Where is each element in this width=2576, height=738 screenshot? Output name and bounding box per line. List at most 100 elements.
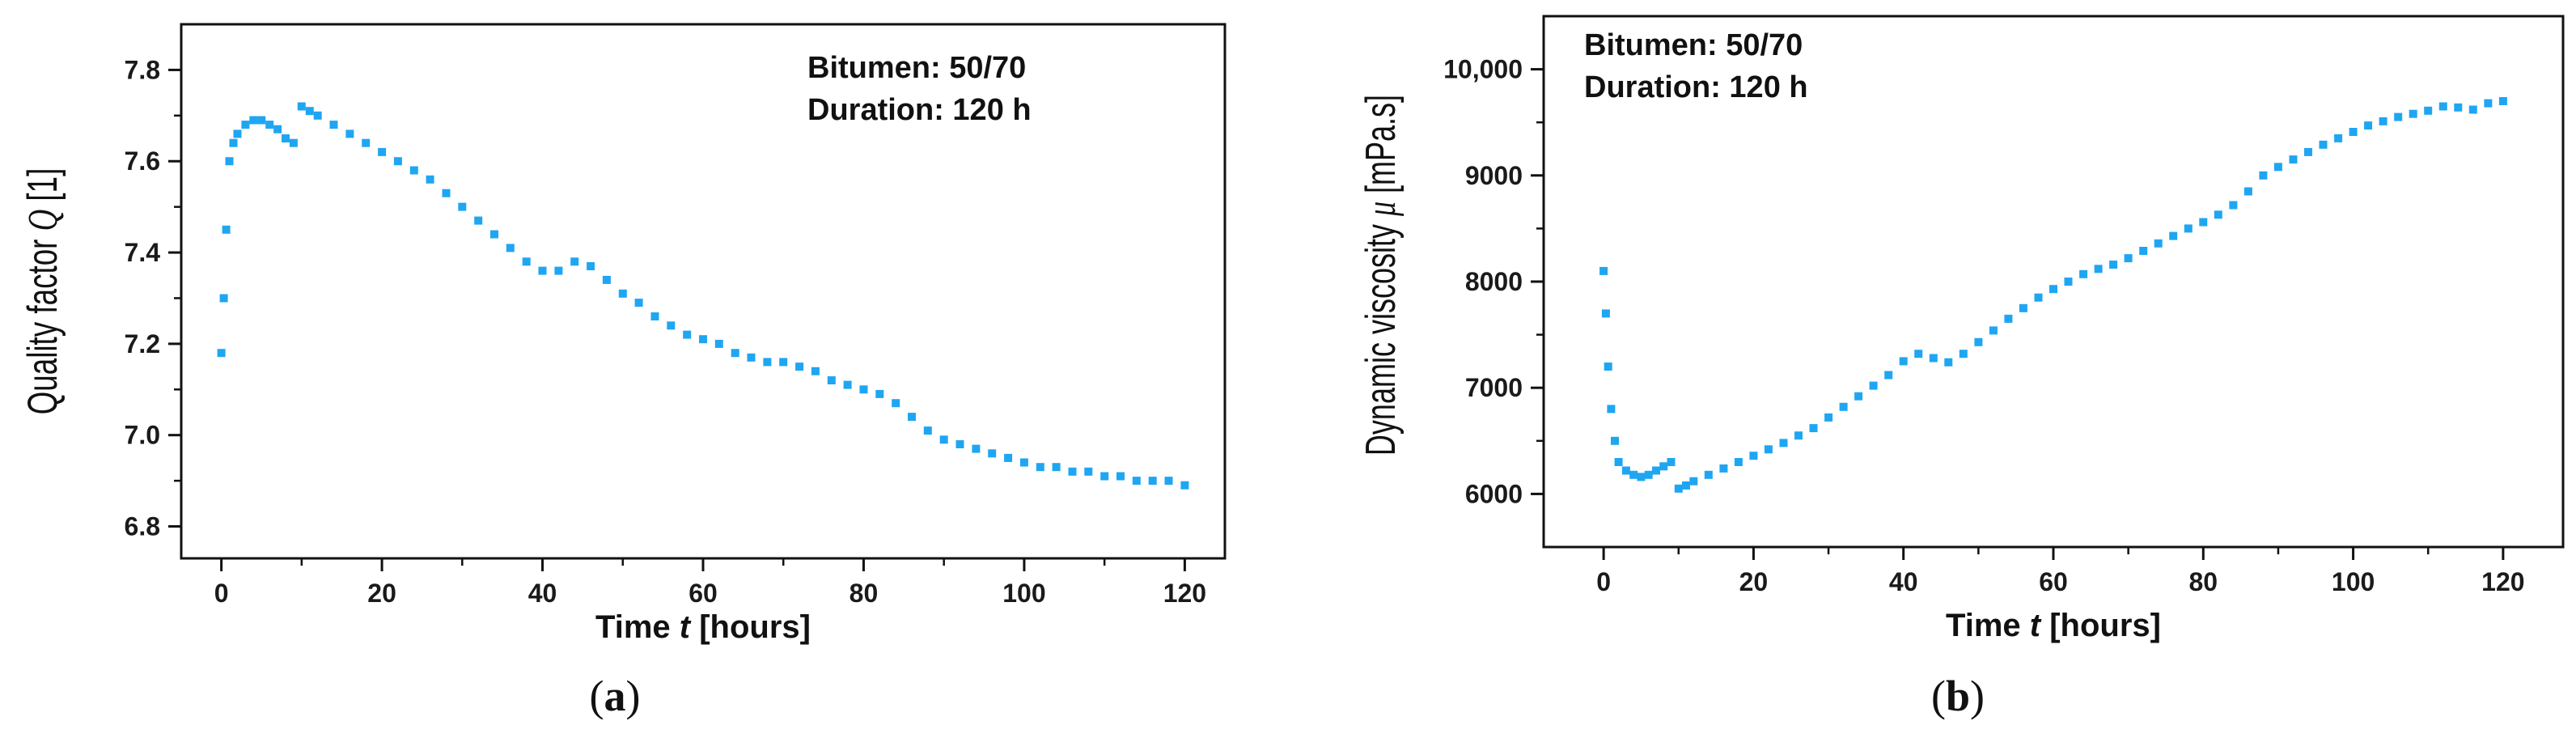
data-point <box>1116 472 1125 481</box>
data-point <box>1148 477 1157 486</box>
chart-b-y-ticks: 6000 7000 8000 9000 10,000 <box>1443 55 1544 508</box>
data-point <box>2379 117 2387 125</box>
data-point <box>273 125 282 134</box>
data-point <box>378 147 387 156</box>
data-point <box>2289 155 2298 164</box>
data-point <box>2484 99 2493 108</box>
y-tick-label: 9000 <box>1465 161 1523 190</box>
x-tick-label: 0 <box>1596 567 1611 596</box>
data-point <box>282 134 290 142</box>
x-tick-label: 40 <box>528 579 557 608</box>
data-point <box>667 321 676 330</box>
data-point <box>1974 337 1983 346</box>
data-point <box>225 157 234 166</box>
data-point <box>2304 147 2312 156</box>
data-point <box>1689 477 1698 486</box>
data-point <box>458 202 467 211</box>
data-point <box>1809 424 1818 433</box>
chart-a-plot-frame <box>180 23 1227 560</box>
data-point <box>1749 452 1758 460</box>
data-point <box>393 157 402 166</box>
data-point <box>1659 462 1668 471</box>
y-tick-label: 8000 <box>1465 267 1523 296</box>
data-point <box>923 426 932 435</box>
data-point <box>763 358 772 367</box>
data-point <box>2019 303 2027 312</box>
data-point <box>908 413 916 422</box>
data-point <box>892 399 900 408</box>
data-point <box>2349 128 2358 136</box>
chart-a: 0 20 40 60 80 100 120 6.8 7.0 7.2 7.4 7.6 7.8 Bitum… <box>19 23 1227 720</box>
chart-a-x-axis-title: Time t [hours] <box>595 609 811 645</box>
data-point <box>1004 453 1013 462</box>
data-point <box>843 380 852 389</box>
data-point <box>2154 239 2163 248</box>
data-point <box>2273 163 2282 172</box>
data-point <box>1621 466 1630 475</box>
data-point <box>827 376 836 384</box>
data-point <box>474 216 483 225</box>
y-tick-label: 7000 <box>1465 373 1523 402</box>
data-point <box>2424 106 2433 115</box>
data-point <box>257 116 266 125</box>
chart-b-x-ticks: 0 20 40 60 80 100 120 <box>1596 547 2525 596</box>
data-point <box>1764 445 1773 454</box>
data-point <box>1019 458 1028 467</box>
data-point <box>409 166 418 175</box>
chart-a-y-ticks: 6.8 7.0 7.2 7.4 7.6 7.8 <box>125 55 181 541</box>
chart-a-annotation-line1: Bitumen: 50/70 <box>807 51 1026 85</box>
chart-b: 0 20 40 60 80 100 120 6000 7000 8000 9000 10,000 B… <box>1357 15 2565 720</box>
data-point <box>2468 105 2477 114</box>
chart-a-y-axis-title: Quality factor Q [1] <box>19 168 66 415</box>
data-point <box>570 257 579 266</box>
x-tick-label: 40 <box>1889 567 1918 596</box>
x-tick-label: 120 <box>2481 567 2524 596</box>
data-point <box>1667 458 1676 466</box>
data-point <box>1164 477 1173 486</box>
x-tick-label: 60 <box>688 579 718 608</box>
x-tick-label: 120 <box>1163 579 1206 608</box>
data-point <box>1824 413 1833 422</box>
x-tick-label: 20 <box>1739 567 1769 596</box>
data-point <box>875 389 884 398</box>
data-point <box>1629 470 1638 479</box>
data-point <box>1068 467 1077 476</box>
data-point <box>2498 97 2507 105</box>
data-point <box>2034 293 2043 302</box>
data-point <box>1869 381 1878 390</box>
x-tick-label: 100 <box>2332 567 2375 596</box>
x-tick-label: 80 <box>2188 567 2218 596</box>
data-point <box>779 358 788 367</box>
data-point <box>747 353 756 362</box>
data-point <box>1989 326 1998 335</box>
data-point <box>634 299 643 308</box>
data-point <box>2438 102 2447 111</box>
data-point <box>2004 314 2013 323</box>
data-point <box>289 138 298 147</box>
y-tick-label: 6.8 <box>125 512 160 541</box>
data-point <box>1180 481 1189 490</box>
data-point <box>972 444 981 453</box>
data-point <box>222 225 231 234</box>
x-tick-label: 0 <box>214 579 229 608</box>
data-point <box>1719 464 1728 473</box>
data-point <box>538 266 547 275</box>
x-tick-label: 60 <box>2039 567 2068 596</box>
y-tick-label: 7.8 <box>125 55 160 84</box>
data-point <box>313 111 322 120</box>
y-tick-label: 7.4 <box>125 238 161 267</box>
data-point <box>522 257 531 266</box>
data-point <box>554 266 563 275</box>
data-point <box>329 121 338 129</box>
data-point <box>955 440 964 448</box>
data-point <box>1779 439 1788 447</box>
data-point <box>1704 470 1713 479</box>
data-point <box>2199 218 2208 227</box>
data-point <box>2049 285 2057 294</box>
chart-a-x-ticks: 0 20 40 60 80 100 120 <box>214 558 1206 608</box>
data-point <box>1644 470 1653 479</box>
data-point <box>1674 484 1683 493</box>
data-point <box>442 189 451 197</box>
data-point <box>1652 466 1660 475</box>
